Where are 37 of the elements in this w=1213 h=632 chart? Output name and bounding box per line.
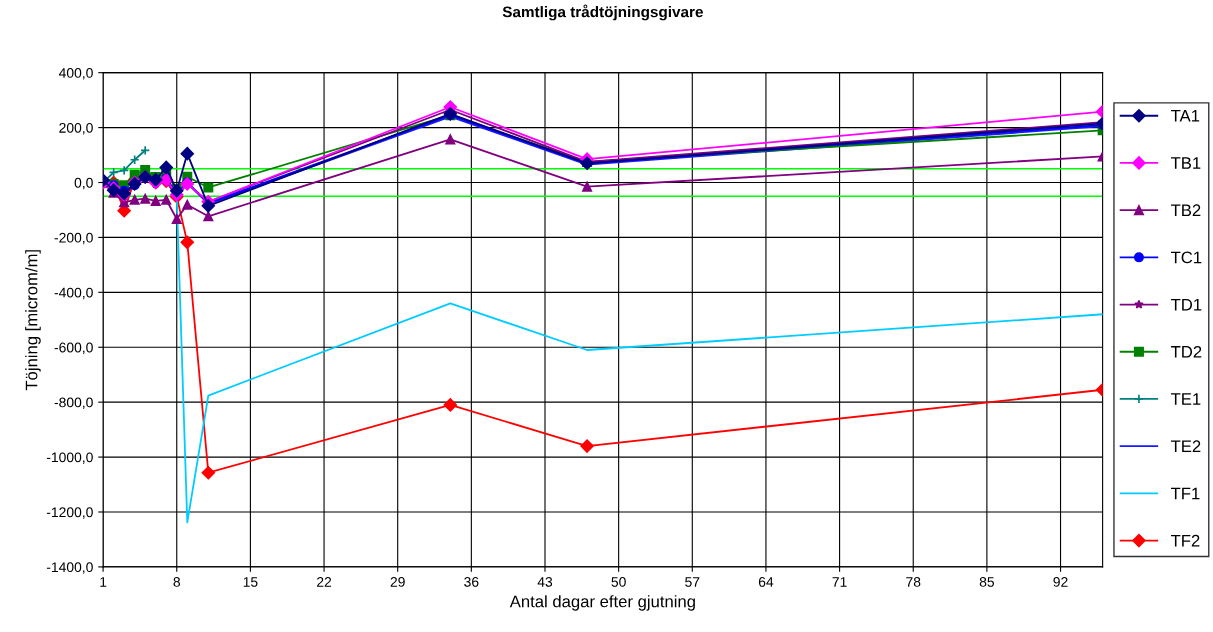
legend-label: TE2	[1170, 440, 1201, 452]
x-tick-label: 29	[390, 576, 405, 587]
y-tick-label: -1400,0	[46, 562, 93, 574]
legend-label: TE1	[1170, 393, 1201, 405]
legend-label: TF1	[1170, 487, 1200, 500]
legend-label: TF2	[1170, 534, 1200, 547]
x-tick-label: 64	[758, 576, 774, 587]
legend-label: TB2	[1170, 204, 1201, 216]
x-axis-title: Antal dagar efter gjutning	[509, 595, 695, 611]
x-tick-label: 78	[906, 576, 921, 587]
y-tick-label: -800,0	[54, 397, 93, 409]
x-tick-label: 71	[832, 577, 847, 587]
x-tick-label: 1	[100, 577, 107, 587]
x-tick-label: 22	[317, 576, 332, 587]
x-tick-label: 15	[243, 577, 258, 587]
x-tick-label: 85	[979, 576, 995, 587]
x-tick-label: 36	[464, 576, 479, 587]
x-tick-label: 92	[1053, 576, 1068, 587]
legend-label: TD1	[1170, 298, 1202, 311]
legend-label: TA1	[1170, 110, 1200, 122]
x-tick-label: 8	[173, 576, 181, 587]
chart-title: Samtliga trådtöjningsgivare	[502, 4, 703, 21]
y-tick-label: -400,0	[54, 287, 93, 300]
x-tick-label: 57	[685, 577, 700, 587]
x-tick-label: 50	[611, 576, 626, 587]
y-tick-label: -600,0	[54, 342, 93, 355]
legend-label: TB1	[1170, 157, 1201, 169]
y-tick-label: -1000,0	[46, 452, 93, 464]
legend-label: TD2	[1170, 345, 1202, 358]
y-tick-label: -200,0	[54, 232, 93, 245]
x-tick-label: 43	[537, 576, 553, 587]
y-tick-label: -1200,0	[46, 507, 93, 519]
legend-label: TC1	[1170, 251, 1202, 264]
y-tick-label: 0,0	[74, 177, 93, 190]
y-tick-label: 200,0	[59, 122, 93, 135]
y-axis-title: Töjning [microm/m]	[25, 250, 41, 391]
y-tick-label: 400,0	[58, 68, 93, 80]
